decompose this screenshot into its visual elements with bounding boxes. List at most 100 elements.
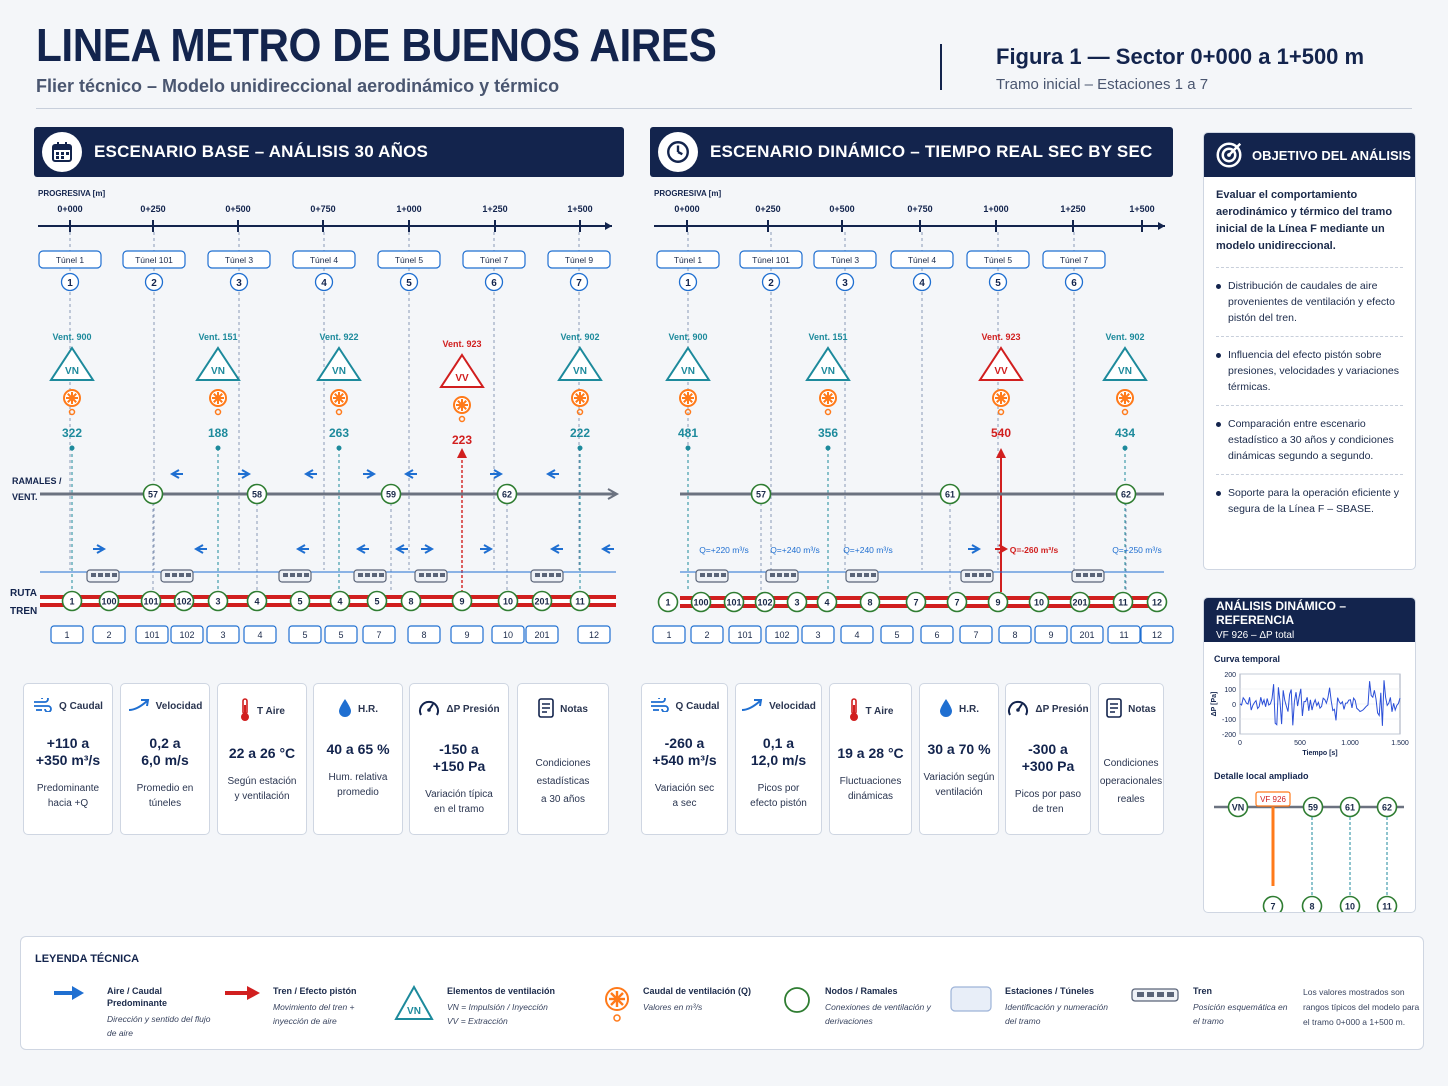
card-note: Según estación y ventilación (227, 776, 297, 802)
route-node-label: 1 (69, 597, 74, 607)
chainage-label: 1+500 (567, 204, 592, 214)
tunnel-number-circle (60, 272, 80, 292)
fan-icon (63, 389, 81, 416)
legend-item-desc: Conexiones de ventilación y derivaciones (825, 1002, 931, 1026)
y-tick: 200 (1224, 672, 1236, 679)
tunnel-label: Túnel 3 (225, 255, 254, 265)
card-title: Q Caudal (675, 701, 720, 712)
train-window (98, 573, 103, 577)
train-window (850, 573, 855, 577)
tunnel-number-circle (569, 272, 589, 292)
station-label: 102 (774, 630, 789, 640)
branch-flow-arrow-head (493, 469, 504, 479)
vent-q-value: 540 (991, 426, 1011, 440)
card-title: Velocidad (155, 701, 203, 712)
tunnel-label: Túnel 4 (310, 255, 339, 265)
route-node (987, 591, 1009, 613)
base-card: Notas Condiciones estadísticas a 30 años (517, 683, 609, 835)
tunnel-label: Túnel 1 (674, 255, 703, 265)
train-window (979, 573, 984, 577)
dynamic-card: ΔP Presión -300 a +300 Pa Picos por paso d… (1005, 683, 1091, 835)
air-flow-arrow-head (424, 544, 435, 554)
dynamic-card: T Aire 19 a 28 °C Fluctuaciones dinámicas (829, 683, 912, 835)
branch-node (246, 483, 268, 505)
card-title: ΔP Presión (1035, 704, 1089, 715)
station-box (1070, 625, 1104, 644)
route-node (366, 590, 388, 612)
detail-bottom-node-label: 10 (1345, 902, 1355, 912)
card-note: Fluctuaciones dinámicas (839, 776, 902, 802)
tunnel-box (966, 250, 1030, 269)
branch-flow-arrow-head (303, 469, 314, 479)
train-window (1076, 573, 1081, 577)
vent-triangle-icon: VN (389, 985, 439, 1028)
vent-q-value: 356 (818, 426, 838, 440)
station-box (880, 625, 914, 644)
station-label: 102 (179, 630, 194, 640)
card-value: 0,1 a 12,0 m/s (750, 735, 807, 768)
tunnel-label: Túnel 1 (56, 255, 85, 265)
vn-flow-dot (69, 445, 75, 451)
gauge-icon (1007, 698, 1029, 721)
legend-item-label: Elementos de ventilación (447, 986, 556, 996)
station-box (288, 625, 322, 644)
tunnel-box (739, 250, 803, 269)
fan-stem (458, 415, 466, 423)
vent-name: Vent. 900 (52, 332, 91, 342)
vent-name: Vent. 923 (981, 332, 1020, 342)
y-tick: -200 (1222, 732, 1236, 739)
card-title: Notas (1128, 704, 1156, 715)
fan-stem (576, 408, 584, 416)
fan-icon (571, 389, 589, 416)
tunnel-number: 6 (491, 278, 497, 289)
route-node (690, 591, 712, 613)
vent-triangle-vn (665, 346, 711, 381)
x-tick: 0 (1238, 740, 1242, 747)
bullet-dot (1216, 491, 1221, 496)
tunnel-number-circle (1064, 272, 1084, 292)
route-node-label: 1 (665, 598, 670, 608)
card-note: Promedio en túneles (136, 783, 194, 809)
card-value: -260 a +540 m³/s (652, 735, 717, 768)
target-icon (1216, 142, 1242, 168)
station-box (324, 625, 358, 644)
tunnel-number: 6 (1071, 278, 1077, 289)
station-label: 3 (815, 630, 820, 640)
station-label: 12 (589, 630, 599, 640)
notes-icon (538, 698, 554, 721)
station-box (92, 625, 126, 644)
fan-icon (330, 389, 348, 416)
branch-flow-arrow-head (241, 469, 252, 479)
svg-text:VN: VN (407, 1006, 421, 1017)
chainage-label: 1+250 (1060, 204, 1085, 214)
pressure-curve (1239, 680, 1401, 726)
route-node (246, 590, 268, 612)
fan-stem (684, 408, 692, 416)
fan-blade (334, 393, 344, 403)
vv-flow-arrow (996, 448, 1006, 458)
train-window (358, 573, 363, 577)
fan-blade (683, 393, 693, 403)
train-window (857, 573, 862, 577)
tunnel-label: Túnel 3 (831, 255, 860, 265)
card-header: Velocidad (121, 698, 209, 715)
train-window (784, 573, 789, 577)
tunnel-number: 4 (321, 278, 327, 289)
legend-item-label: Aire / Caudal Predominante (107, 986, 168, 1008)
fan-icon (819, 389, 837, 416)
card-header: H.R. (920, 698, 998, 721)
dyn-ref-header: ANÁLISIS DINÁMICO – REFERENCIA VF 926 – … (1204, 598, 1415, 642)
objective-header: OBJETIVO DEL ANÁLISIS (1204, 133, 1415, 177)
card-value: -300 a +300 Pa (1021, 741, 1075, 774)
train-window (707, 573, 712, 577)
detail-node (1339, 796, 1361, 818)
vent-triangle-vv (978, 346, 1024, 381)
train-window (433, 573, 438, 577)
card-header: Notas (1099, 698, 1163, 721)
vn-flow-dot (1122, 445, 1128, 451)
legend-item-desc: Posición esquemática en el tramo (1193, 1002, 1288, 1026)
route-node-label: 12 (1152, 598, 1162, 608)
objective-bullets: Distribución de caudales de aire proveni… (1204, 267, 1415, 517)
fan-stem (214, 408, 222, 416)
legend-item-desc: Dirección y sentido del flujo de aire (107, 1014, 211, 1038)
